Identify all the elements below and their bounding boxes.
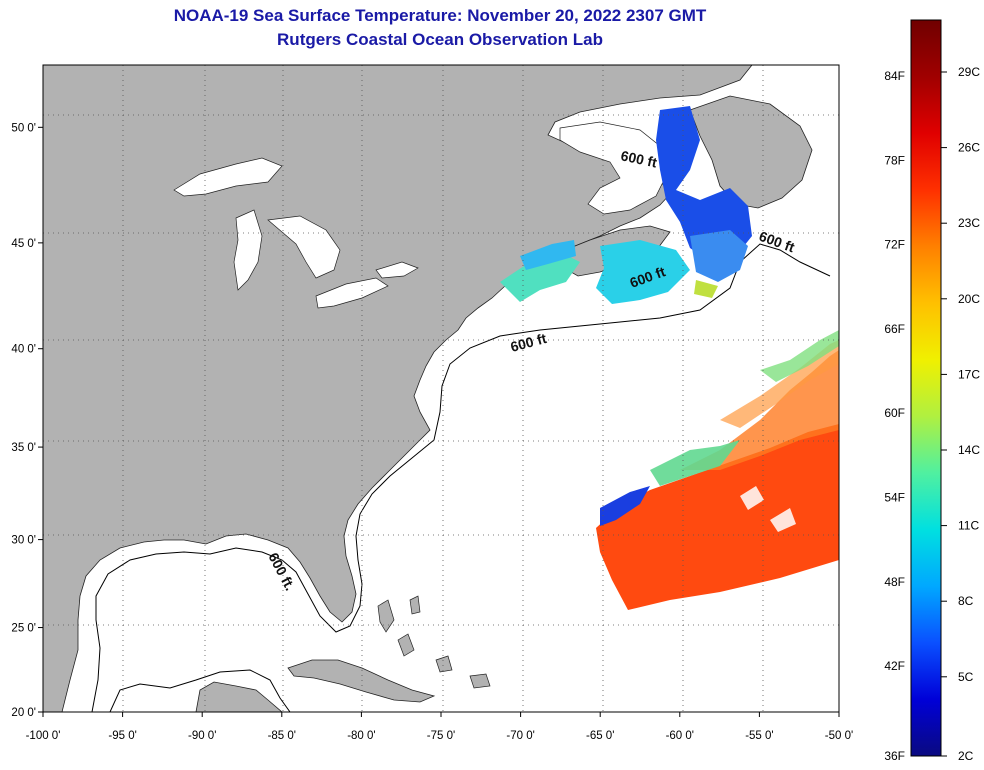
- colorbar-fahrenheit-label: 60F: [884, 406, 905, 420]
- colorbar-celsius-label: 8C: [958, 594, 974, 608]
- colorbar-celsius-label: 2C: [958, 749, 974, 763]
- colorbar: 84F 78F 72F 66F 60F 54F 48F 42F 36F 29C 26C 23C 20C…: [884, 19, 980, 763]
- colorbar-fahrenheit-label: 66F: [884, 322, 905, 336]
- y-tick-label: 50 0': [11, 122, 36, 134]
- land-newfoundland: [689, 95, 813, 209]
- x-tick-label: -95 0': [108, 730, 136, 742]
- x-tick-label: -85 0': [268, 730, 296, 742]
- x-tick-label: -65 0': [586, 730, 614, 742]
- depth-contour-600ft: [91, 243, 831, 712]
- sst-warm-swath-texture: [680, 350, 839, 470]
- land-cuba: [287, 659, 436, 703]
- colorbar-celsius-label: 14C: [958, 443, 980, 457]
- colorbar-fahrenheit-label: 78F: [884, 153, 905, 167]
- colorbar-fahrenheit-label: 54F: [884, 491, 905, 505]
- gulf-of-st-lawrence: [559, 121, 671, 215]
- x-tick-label: -60 0': [666, 730, 694, 742]
- colorbar-celsius-label: 11C: [958, 519, 979, 533]
- y-tick-label: 30 0': [11, 535, 36, 547]
- land-bahamas: [377, 595, 491, 689]
- map-subtitle: Rutgers Coastal Ocean Observation Lab: [277, 30, 603, 49]
- colorbar-fahrenheit-label: 72F: [884, 238, 905, 252]
- y-tick-label: 40 0': [11, 344, 36, 356]
- colorbar-fahrenheit-labels: 84F 78F 72F 66F 60F 54F 48F 42F 36F: [884, 69, 905, 763]
- map-title: NOAA-19 Sea Surface Temperature: Novembe…: [173, 6, 707, 25]
- land-yucatan: [195, 681, 283, 712]
- colorbar-celsius-labels: 29C 26C 23C 20C 17C 14C 11C 8C 5C 2C: [941, 65, 980, 763]
- colorbar-fahrenheit-label: 48F: [884, 575, 905, 589]
- sst-cold-patch: [500, 106, 752, 304]
- colorbar-celsius-label: 26C: [958, 141, 980, 155]
- x-tick-label: -100 0': [26, 730, 61, 742]
- sst-warm-swath: [596, 424, 839, 610]
- y-tick-label: 45 0': [11, 238, 36, 250]
- sst-white-streak: [740, 486, 796, 532]
- colorbar-fahrenheit-label: 36F: [884, 749, 905, 763]
- y-axis-ticks: 20 0' 25 0' 30 0' 35 0' 40 0' 45 0' 50 0': [11, 122, 43, 719]
- sst-green-north: [760, 330, 839, 382]
- x-tick-label: -70 0': [506, 730, 534, 742]
- colorbar-celsius-label: 5C: [958, 670, 974, 684]
- colorbar-gradient: [910, 19, 942, 757]
- x-tick-label: -50 0': [825, 730, 853, 742]
- x-tick-label: -90 0': [188, 730, 216, 742]
- x-tick-label: -55 0': [745, 730, 773, 742]
- depth-contour-600ft-gulf: [109, 669, 291, 712]
- colorbar-fahrenheit-label: 42F: [884, 659, 905, 673]
- great-lakes: [173, 157, 419, 309]
- colorbar-fahrenheit-label: 84F: [884, 69, 905, 83]
- colorbar-celsius-label: 17C: [958, 367, 980, 381]
- x-axis-ticks: -100 0' -95 0' -90 0' -85 0' -80 0' -75 0' -70…: [26, 712, 853, 742]
- y-tick-label: 20 0': [11, 707, 36, 719]
- colorbar-celsius-label: 20C: [958, 292, 980, 306]
- x-tick-label: -80 0': [347, 730, 375, 742]
- sst-green-edge: [650, 440, 740, 486]
- colorbar-celsius-label: 29C: [958, 65, 980, 79]
- sst-cold-edge: [600, 486, 650, 526]
- depth-label-600ft-gulf-st-lawrence: 600 ft: [619, 147, 658, 170]
- y-tick-label: 35 0': [11, 442, 36, 454]
- x-tick-label: -75 0': [427, 730, 455, 742]
- colorbar-celsius-label: 23C: [958, 216, 980, 230]
- y-tick-label: 25 0': [11, 623, 36, 635]
